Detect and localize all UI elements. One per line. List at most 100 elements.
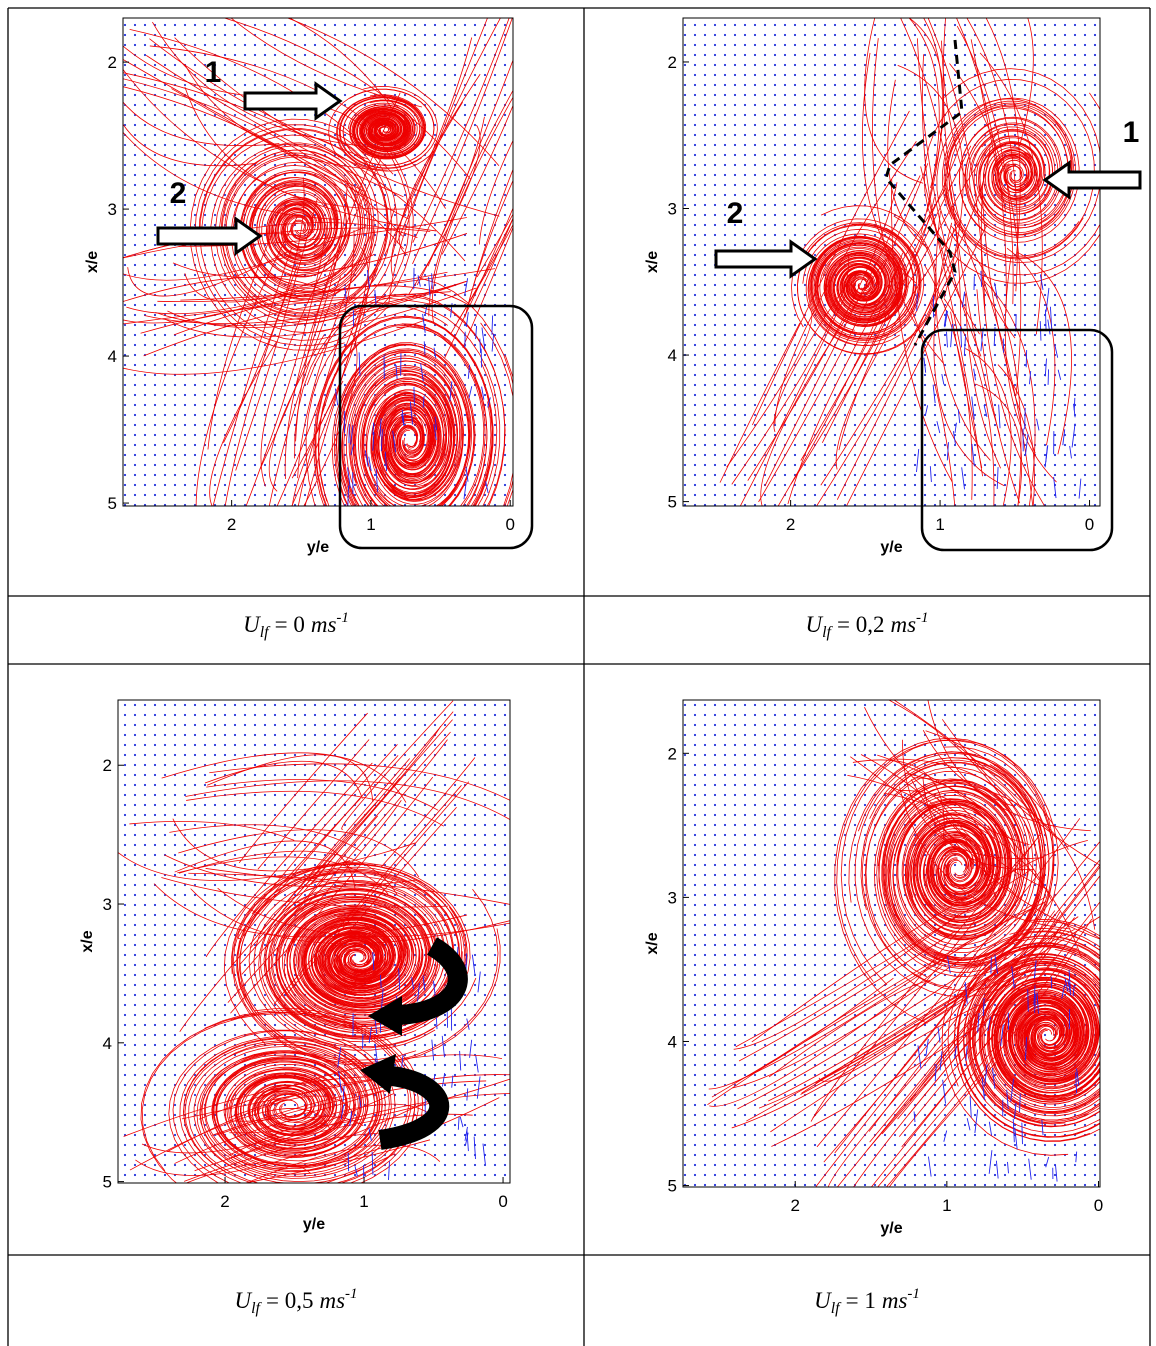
streamline (324, 1153, 396, 1183)
streamline (758, 916, 1079, 1109)
vector (1045, 287, 1050, 312)
streamline (205, 762, 373, 958)
streamline (935, 211, 991, 461)
caption-symbol: U (814, 1288, 832, 1313)
streamline (195, 216, 298, 506)
vector (1045, 1156, 1050, 1168)
streamline (466, 168, 513, 310)
streamline (282, 725, 442, 911)
vector (340, 1105, 345, 1120)
streamline (910, 779, 1100, 940)
streamline (854, 752, 1059, 998)
vector (1075, 1151, 1078, 1163)
streamline (155, 280, 467, 326)
streamline (908, 18, 945, 189)
streamline (923, 78, 1100, 284)
streamline (975, 383, 1023, 506)
vector (466, 1129, 469, 1152)
streamline (983, 280, 1036, 506)
streamline (967, 956, 1100, 1127)
streamline (924, 265, 973, 500)
vector (1028, 1158, 1032, 1180)
vector (417, 275, 421, 287)
streamline (123, 78, 404, 237)
vector (384, 451, 388, 472)
vector (1054, 344, 1059, 358)
vector (971, 396, 975, 420)
vector (1033, 985, 1036, 1006)
streamline (168, 1029, 390, 1183)
streamline (768, 979, 931, 1078)
streamline (902, 739, 1044, 859)
streamline (869, 757, 1046, 965)
vector (961, 291, 966, 308)
vector (1078, 478, 1082, 499)
vector (957, 409, 961, 424)
vector (1027, 989, 1029, 1012)
annotations-graphics (156, 39, 1142, 1150)
streamline (732, 906, 1035, 1089)
vector (1014, 1127, 1018, 1150)
streamline (922, 730, 1016, 808)
streamline (380, 383, 447, 486)
streamline (161, 752, 407, 803)
streamline (812, 831, 1043, 1119)
streamline (834, 737, 1055, 1024)
vector (422, 313, 426, 333)
streamline (341, 700, 454, 830)
vector (468, 386, 473, 399)
streamline (185, 1161, 312, 1183)
vector (977, 1013, 980, 1033)
streamline (385, 409, 431, 474)
streamline (345, 323, 488, 506)
vector (368, 456, 372, 472)
streamline (739, 295, 846, 506)
x-tick-label: 1 (359, 1192, 368, 1211)
streamline (212, 247, 293, 506)
y-tick-label: 4 (668, 1032, 677, 1051)
streamline (877, 782, 1022, 934)
vector (961, 467, 965, 490)
vector (392, 430, 397, 453)
vector (342, 1085, 345, 1102)
vector (1045, 446, 1048, 463)
vector (364, 450, 369, 467)
arrow (1042, 160, 1142, 200)
annotation: 2 (170, 177, 187, 210)
vector (1055, 1164, 1058, 1182)
vector (923, 357, 927, 373)
streamline (295, 92, 401, 442)
vector (1012, 1118, 1015, 1143)
streamline (186, 790, 444, 827)
vector (981, 1077, 985, 1100)
streamline (167, 280, 468, 329)
flow-panel: 2 1 0 2 3 4 5 y/e x/e (644, 699, 1103, 1237)
vector (354, 1166, 358, 1177)
vector (1073, 403, 1076, 418)
streamline (123, 227, 431, 259)
vector (964, 982, 968, 1004)
streamline (188, 1014, 416, 1183)
vector (1033, 960, 1037, 979)
vector (347, 485, 350, 506)
flow-panel: 2 1 0 2 3 4 5 y/e x/e (644, 17, 1101, 556)
streamline (268, 198, 326, 252)
streamline (731, 252, 850, 485)
y-tick-label: 4 (108, 347, 117, 366)
vector (350, 425, 354, 445)
y-tick-label: 3 (668, 888, 677, 907)
streamline (708, 977, 894, 1090)
streamline (847, 774, 997, 900)
x-tick-label: 2 (227, 515, 236, 534)
vector (487, 397, 491, 408)
streamline (219, 149, 368, 321)
streamline (751, 839, 1088, 1043)
y-tick-label: 3 (103, 895, 112, 914)
table-lines (7, 7, 1151, 1346)
streamline (376, 396, 439, 490)
vector (422, 975, 426, 991)
streamline (412, 18, 510, 243)
vector (368, 1026, 372, 1044)
streamline (328, 88, 435, 166)
vector (375, 468, 379, 493)
